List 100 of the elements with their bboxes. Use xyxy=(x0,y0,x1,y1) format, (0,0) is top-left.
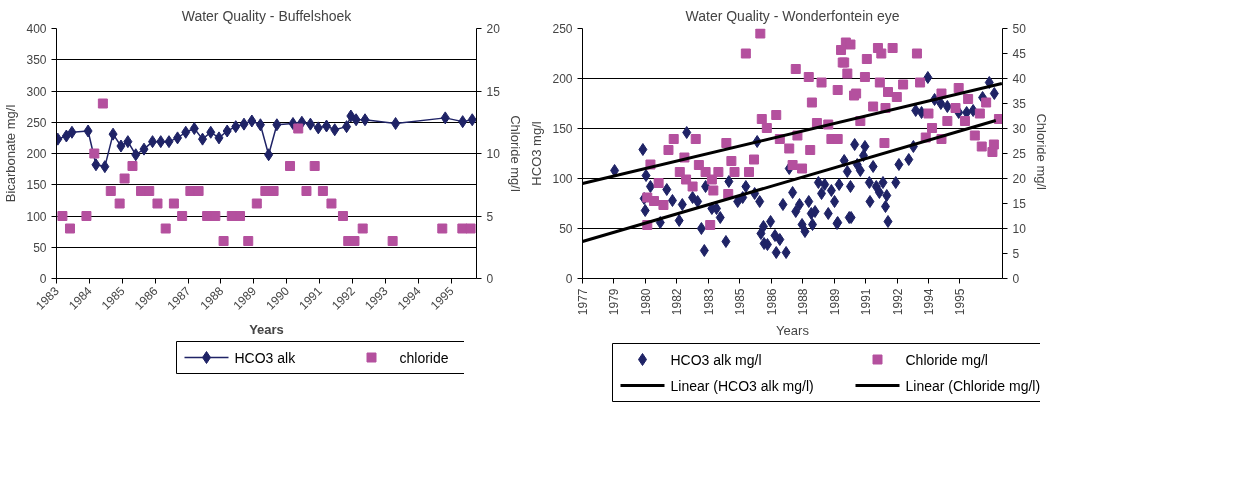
x-axis-title: Years xyxy=(776,323,810,339)
point xyxy=(105,186,116,196)
point xyxy=(148,135,158,149)
point xyxy=(97,98,108,109)
point xyxy=(160,223,171,234)
y-tick-label: 100 xyxy=(552,172,573,186)
point xyxy=(81,211,92,221)
point xyxy=(357,223,368,234)
y2-axis-title: Chloride mg/l xyxy=(1033,113,1049,191)
point xyxy=(91,158,101,172)
point xyxy=(264,148,274,162)
point xyxy=(206,125,216,139)
y-tick-label: 150 xyxy=(552,122,573,136)
point xyxy=(67,125,77,139)
x-tick-label: 1995 xyxy=(953,288,968,316)
x-tick-label: 1991 xyxy=(859,288,874,316)
point xyxy=(305,117,315,131)
point xyxy=(458,115,468,129)
y-tick-label: 50 xyxy=(33,240,47,255)
legend-label: Chloride mg/l xyxy=(905,351,988,368)
point xyxy=(127,161,138,171)
point xyxy=(360,113,370,127)
point xyxy=(247,114,257,128)
y-tick-label: 250 xyxy=(26,115,47,130)
point xyxy=(144,186,155,196)
y2-tick-label: 0 xyxy=(1012,272,1020,286)
y2-tick-label: 5 xyxy=(1012,247,1020,261)
point xyxy=(243,236,254,246)
x-axis-title: Years xyxy=(249,321,284,337)
point xyxy=(57,211,68,221)
y-tick-label: 0 xyxy=(565,272,573,286)
y2-tick-label: 10 xyxy=(486,147,501,161)
point xyxy=(61,129,71,143)
y-tick-label: 100 xyxy=(26,209,47,224)
point xyxy=(351,113,361,127)
point xyxy=(193,186,204,196)
point xyxy=(152,198,163,209)
point xyxy=(255,118,265,132)
point xyxy=(467,113,477,127)
point xyxy=(83,124,93,138)
y2-tick-label: 20 xyxy=(1012,172,1027,186)
legend-label: chloride xyxy=(399,349,449,366)
y-tick-label: 400 xyxy=(26,22,47,36)
y2-tick-label: 50 xyxy=(1012,22,1027,36)
x-tick-label: 1989 xyxy=(827,288,842,316)
y2-axis-title: Chloride mg/l xyxy=(507,115,523,192)
point xyxy=(272,118,282,132)
point xyxy=(100,160,110,174)
point xyxy=(210,211,221,221)
y2-tick-label: 30 xyxy=(1012,122,1027,136)
point xyxy=(116,139,126,153)
x-tick-label: 1982 xyxy=(670,288,685,316)
y-tick-label: 200 xyxy=(552,72,573,86)
point xyxy=(330,123,340,137)
point xyxy=(89,148,100,159)
point xyxy=(222,124,232,138)
point xyxy=(387,236,398,246)
point xyxy=(156,135,166,149)
x-tick-label: 1994 xyxy=(921,288,936,316)
x-tick-label: 1983 xyxy=(701,288,716,316)
point xyxy=(231,120,241,134)
point xyxy=(337,211,348,221)
point xyxy=(322,119,332,133)
point xyxy=(198,132,208,146)
point xyxy=(64,223,75,234)
point xyxy=(189,122,199,135)
point xyxy=(326,198,337,209)
point xyxy=(440,111,450,125)
point xyxy=(214,131,224,145)
point xyxy=(164,135,174,149)
y2-tick-label: 20 xyxy=(486,22,501,36)
y-tick-label: 350 xyxy=(26,53,47,68)
y-tick-label: 300 xyxy=(26,84,47,99)
point xyxy=(317,186,328,196)
point xyxy=(139,142,149,156)
point xyxy=(114,198,125,209)
y-axis-title: Bicarbonate mg/l xyxy=(3,104,19,203)
legend-label: HCO3 alk xyxy=(234,349,297,366)
chart-title: Water Quality - Buffelshoek xyxy=(181,7,353,24)
point xyxy=(437,223,448,234)
point xyxy=(119,173,130,184)
y2-tick-label: 5 xyxy=(486,209,494,224)
point xyxy=(173,131,183,145)
x-tick-label: 1977 xyxy=(576,288,590,316)
y2-tick-label: 40 xyxy=(1012,72,1027,86)
x-tick-label: 1985 xyxy=(733,288,748,316)
y-tick-label: 200 xyxy=(26,147,47,161)
y2-tick-label: 45 xyxy=(1012,47,1027,61)
point xyxy=(235,211,246,221)
chart-title: Water Quality - Wonderfontein eye xyxy=(685,7,900,24)
point xyxy=(131,148,141,162)
y-tick-label: 50 xyxy=(559,222,573,236)
point xyxy=(465,223,476,234)
point xyxy=(108,127,118,141)
y-tick-label: 150 xyxy=(26,178,47,193)
y-tick-label: 0 xyxy=(39,272,47,286)
point xyxy=(268,186,279,196)
y-tick-label: 250 xyxy=(552,22,573,36)
y2-tick-label: 25 xyxy=(1012,147,1027,161)
point xyxy=(293,123,304,134)
